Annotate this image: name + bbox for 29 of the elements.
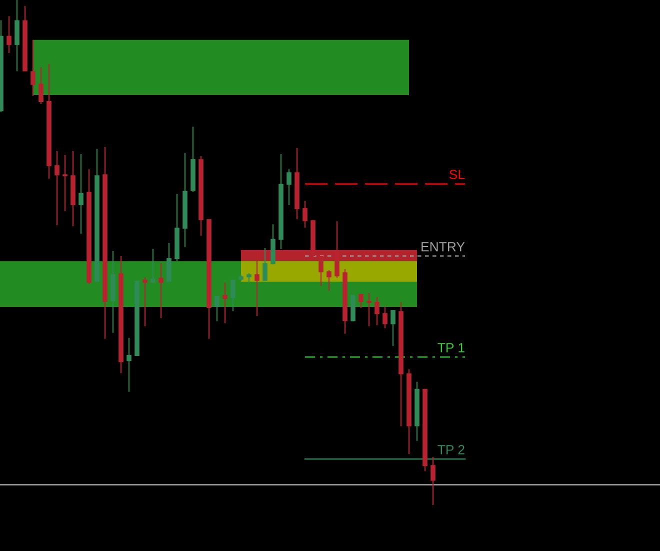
ref-line-label: TP 1 xyxy=(438,343,464,352)
candlestick xyxy=(126,337,132,392)
candlestick xyxy=(6,16,12,54)
candlestick xyxy=(262,247,268,282)
candlestick xyxy=(54,150,60,226)
candlestick xyxy=(326,270,332,292)
ref-line-label: SL xyxy=(449,170,465,180)
candlestick xyxy=(158,262,164,319)
candlestick xyxy=(150,248,156,284)
candlestick xyxy=(166,242,172,282)
candlestick xyxy=(78,153,84,234)
candlestick xyxy=(390,310,396,346)
candlestick xyxy=(222,282,228,324)
candlestick xyxy=(358,293,364,309)
candlestick xyxy=(38,66,44,105)
ref-line-label: TP 2 xyxy=(438,445,464,454)
candlestick xyxy=(246,272,252,284)
ref-line-label: ENTRY xyxy=(422,242,465,252)
candlestick xyxy=(366,292,372,327)
candlestick xyxy=(430,456,436,506)
candlestick xyxy=(214,295,220,322)
candlestick xyxy=(382,306,388,329)
candlestick xyxy=(374,296,380,326)
candlestick xyxy=(286,168,292,206)
candlestick xyxy=(30,39,36,97)
candlestick xyxy=(142,276,148,327)
candlestick xyxy=(302,200,308,228)
candlestick xyxy=(230,279,236,312)
candlestick xyxy=(62,154,68,212)
